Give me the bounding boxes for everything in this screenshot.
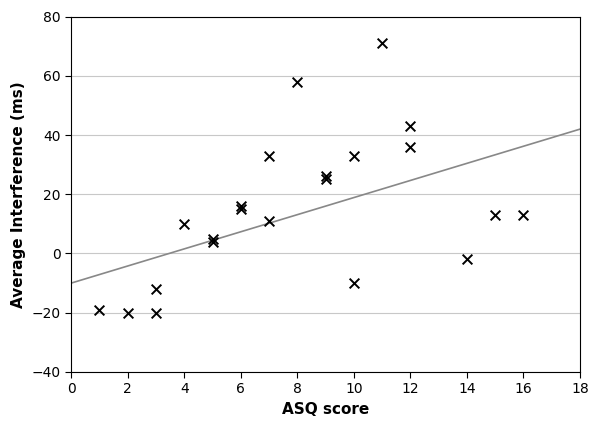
Y-axis label: Average Interference (ms): Average Interference (ms) (11, 81, 26, 308)
Point (406, 123, 415, 130)
Point (95, 306, 104, 313)
Point (208, 238, 217, 245)
Point (236, 203, 245, 210)
Point (321, 176, 331, 183)
Point (349, 279, 359, 286)
Point (151, 285, 161, 292)
Point (151, 309, 161, 316)
Point (123, 309, 133, 316)
Point (490, 211, 500, 218)
Point (518, 211, 528, 218)
Point (321, 173, 331, 180)
Point (406, 143, 415, 150)
Point (179, 220, 189, 227)
Point (377, 40, 387, 47)
Point (462, 256, 472, 263)
Point (264, 152, 274, 159)
X-axis label: ASQ score: ASQ score (282, 402, 369, 417)
Point (264, 217, 274, 224)
Point (349, 152, 359, 159)
Point (293, 78, 302, 85)
Point (236, 205, 245, 212)
Point (208, 235, 217, 242)
